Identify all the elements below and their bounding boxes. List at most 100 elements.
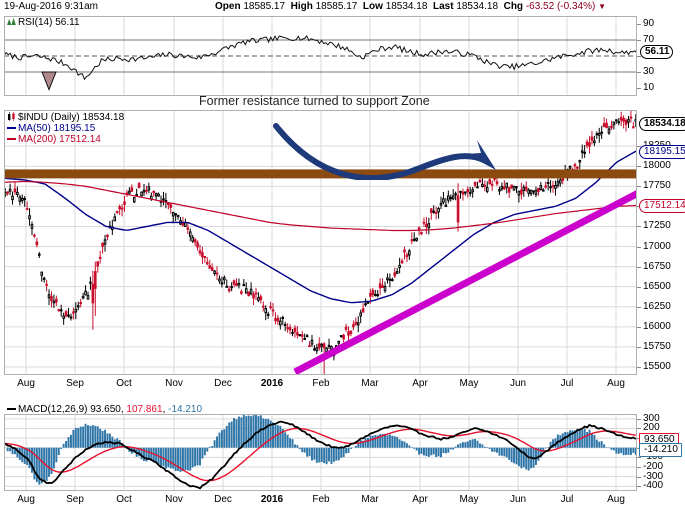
- price-tick: [637, 146, 641, 147]
- x-axis-label-jun: Jun: [509, 494, 527, 505]
- x-axis-label-aug: Aug: [607, 378, 625, 389]
- macd-legend: MACD(12,26,9) 93.650, 107.861, -14.210: [7, 404, 202, 415]
- price-tick: [637, 226, 641, 227]
- ma50-label: MA(50) 18195.15: [18, 123, 96, 134]
- price-tick: [637, 186, 641, 187]
- macd-tick: [637, 428, 641, 429]
- rsi-tick: [637, 88, 641, 89]
- macd-tick: [637, 486, 641, 487]
- x-axis-label-mar: Mar: [361, 494, 379, 505]
- price-symbol-label: $INDU (Daily) 18534.18: [18, 112, 125, 123]
- price-y-label-17000: 17000: [643, 241, 671, 252]
- x-axis-label-apr: Apr: [412, 378, 428, 389]
- rsi-y-label-90: 90: [643, 18, 655, 29]
- x-axis-label-may: May: [459, 378, 479, 389]
- last-label: Last: [432, 1, 454, 12]
- price-tick: [637, 307, 641, 308]
- x-axis-label-oct: Oct: [116, 494, 132, 505]
- price-legend: $INDU (Daily) 18534.18 MA(50) 18195.15 M…: [7, 112, 124, 145]
- macd-y-label-200: 200: [643, 422, 660, 433]
- rsi-tick: [637, 72, 641, 73]
- rsi-legend-text: RSI(14) 56.11: [18, 17, 80, 28]
- price-y-label-15500: 15500: [643, 361, 671, 372]
- price-y-label-16000: 16000: [643, 321, 671, 332]
- x-axis-label-oct: Oct: [116, 378, 132, 389]
- rsi-y-label-70: 70: [643, 34, 655, 45]
- ma50-price-flag: 18195.15: [639, 145, 685, 159]
- macd-y-label-neg200: -200: [643, 461, 664, 472]
- macd-hist-flag: -14.210: [639, 443, 682, 457]
- price-tick: [637, 347, 641, 348]
- rsi-value-flag: 56.11: [640, 45, 674, 59]
- x-axis-label-jun: Jun: [509, 378, 527, 389]
- macd-hist-value: -14.210: [168, 404, 203, 415]
- x-axis-label-aug: Aug: [607, 494, 625, 505]
- ma200-label: MA(200) 17512.14: [18, 134, 101, 145]
- x-axis-label-apr: Apr: [412, 494, 428, 505]
- price-y-label-17250: 17250: [643, 220, 671, 231]
- x-axis-label-dec: Dec: [214, 378, 232, 389]
- macd-tick: [637, 477, 641, 478]
- rsi-legend: RSI(14) 56.11: [7, 17, 80, 28]
- x-axis-label-jul: Jul: [560, 494, 574, 505]
- last-value: 18534.18: [456, 1, 499, 12]
- macd-legend-name: MACD(12,26,9): [18, 404, 88, 415]
- x-axis-label-2016: 2016: [260, 494, 284, 505]
- macd-legend-value: 93.650: [90, 404, 121, 415]
- rsi-tick: [637, 40, 641, 41]
- price-tick: [637, 287, 641, 288]
- macd-swatch-icon: [7, 408, 16, 410]
- ma50-swatch-icon: [7, 127, 16, 129]
- x-axis-label-nov: Nov: [165, 494, 183, 505]
- annotation-text: Former resistance turned to support Zone: [199, 94, 430, 108]
- price-tick: [637, 166, 641, 167]
- macd-y-label-neg300: -300: [643, 471, 664, 482]
- rsi-y-label-30: 30: [643, 66, 655, 77]
- chg-down-arrow-icon: ▼: [598, 2, 607, 11]
- header-quote-bar: Open 18585.17 High 18585.17 Low 18534.18…: [215, 1, 606, 12]
- chg-label: Chg: [503, 1, 524, 12]
- price-y-label-16750: 16750: [643, 261, 671, 272]
- rsi-line-chart: [4, 16, 637, 96]
- rsi-panel: [4, 16, 637, 96]
- macd-y-label-300: 300: [643, 413, 660, 424]
- macd-plot: [4, 414, 637, 491]
- header-datetime: 19-Aug-2016 9:31am: [4, 1, 98, 12]
- x-axis-label-sep: Sep: [66, 378, 84, 389]
- rsi-tick: [637, 56, 641, 57]
- price-panel: [4, 110, 637, 375]
- high-label: High: [290, 1, 313, 12]
- macd-y-label-neg400: -400: [643, 480, 664, 491]
- x-axis-label-nov: Nov: [165, 378, 183, 389]
- macd-tick: [637, 467, 641, 468]
- rsi-plot: [4, 16, 637, 96]
- x-axis-label-feb: Feb: [312, 494, 330, 505]
- x-axis-label-2016: 2016: [260, 378, 284, 389]
- price-tick: [637, 367, 641, 368]
- high-value: 18585.17: [315, 1, 358, 12]
- macd-tick: [637, 457, 641, 458]
- price-y-label-15750: 15750: [643, 341, 671, 352]
- annotation-arrow-icon: [273, 123, 496, 180]
- price-y-label-16250: 16250: [643, 301, 671, 312]
- chg-value: -63.52 (-0.34%): [525, 1, 596, 12]
- price-tick: [637, 267, 641, 268]
- x-axis-label-aug: Aug: [17, 494, 35, 505]
- ma200-price-flag: 17512.14: [639, 199, 685, 213]
- macd-chart: [4, 414, 637, 491]
- x-axis-label-dec: Dec: [214, 494, 232, 505]
- last-price-flag: 18534.18: [639, 117, 685, 131]
- rsi-tick: [637, 24, 641, 25]
- price-y-label-18000: 18000: [643, 160, 671, 171]
- x-axis-label-feb: Feb: [312, 378, 330, 389]
- price-tick: [637, 247, 641, 248]
- rsi-y-label-10: 10: [643, 82, 655, 93]
- low-value: 18534.18: [385, 1, 428, 12]
- open-value: 18585.17: [243, 1, 286, 12]
- chart-header: 19-Aug-2016 9:31am Open 18585.17 High 18…: [0, 0, 685, 14]
- x-axis-label-aug: Aug: [17, 378, 35, 389]
- x-axis-label-sep: Sep: [66, 494, 84, 505]
- low-label: Low: [362, 1, 383, 12]
- rsi-indicator-icon: [7, 17, 16, 26]
